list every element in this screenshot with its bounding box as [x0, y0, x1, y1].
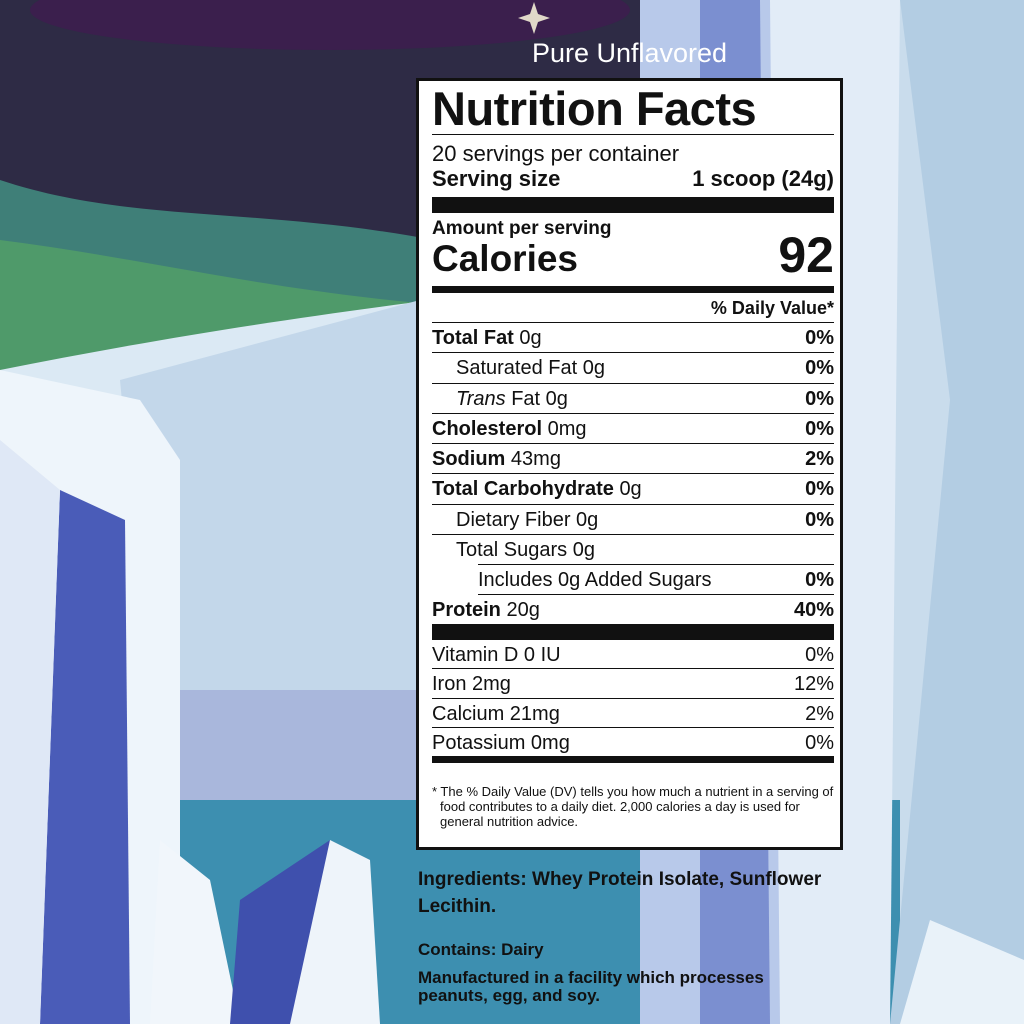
vitamin-row: Vitamin D 0 IU 0%: [432, 640, 834, 670]
nutrient-row: Protein 20g 40%: [432, 598, 834, 621]
vitamin-row: Iron 2mg 12%: [432, 669, 834, 699]
calories-block: Amount per serving Calories 92: [432, 213, 834, 286]
nutrient-row: Cholesterol 0mg 0%: [432, 414, 834, 445]
nutrient-row: Total Fat 0g 0%: [432, 323, 834, 354]
flavor-name: Pure Unflavored: [531, 38, 728, 68]
divider-medium: [432, 286, 834, 293]
servings-block: 20 servings per container Serving size 1…: [432, 135, 834, 197]
calories-value: 92: [778, 227, 834, 283]
serving-size-label: Serving size: [432, 166, 561, 191]
nutrient-row: Trans Fat 0g 0%: [432, 384, 834, 414]
vitamin-row: Calcium 21mg 2%: [432, 699, 834, 728]
nutrient-row: Sodium 43mg 2%: [432, 444, 834, 475]
nutrient-row: Total Carbohydrate 0g 0%: [432, 474, 834, 505]
nutrition-facts-label: Nutrition Facts 20 servings per containe…: [416, 78, 843, 850]
label-title: Nutrition Facts: [432, 81, 834, 135]
divider-thick: [432, 197, 834, 213]
amount-per-serving: Amount per serving: [432, 218, 612, 239]
servings-per-container: 20 servings per container: [432, 141, 680, 166]
daily-value-footnote: * The % Daily Value (DV) tells you how m…: [432, 784, 834, 830]
daily-value-header: % Daily Value*: [432, 293, 834, 323]
facility-statement: Manufactured in a facility which process…: [418, 968, 764, 1005]
allergen-contains: Contains: Dairy: [418, 940, 544, 959]
nutrient-row: Includes 0g Added Sugars 0%: [478, 564, 834, 595]
nutrient-row: Saturated Fat 0g 0%: [432, 353, 834, 384]
divider-medium: [432, 756, 834, 764]
nutrient-row: Total Sugars 0g: [456, 539, 595, 562]
serving-size: Serving size 1 scoop (24g): [432, 166, 834, 191]
calories-label: Calories: [432, 238, 579, 279]
nutrient-row: Dietary Fiber 0g 0%: [432, 505, 834, 536]
divider-thick: [432, 623, 834, 640]
vitamin-row: Potassium 0mg 0%: [432, 731, 834, 754]
ingredients: Ingredients: Whey Protein Isolate, Sunfl…: [418, 869, 822, 917]
serving-size-value: 1 scoop (24g): [692, 166, 834, 191]
